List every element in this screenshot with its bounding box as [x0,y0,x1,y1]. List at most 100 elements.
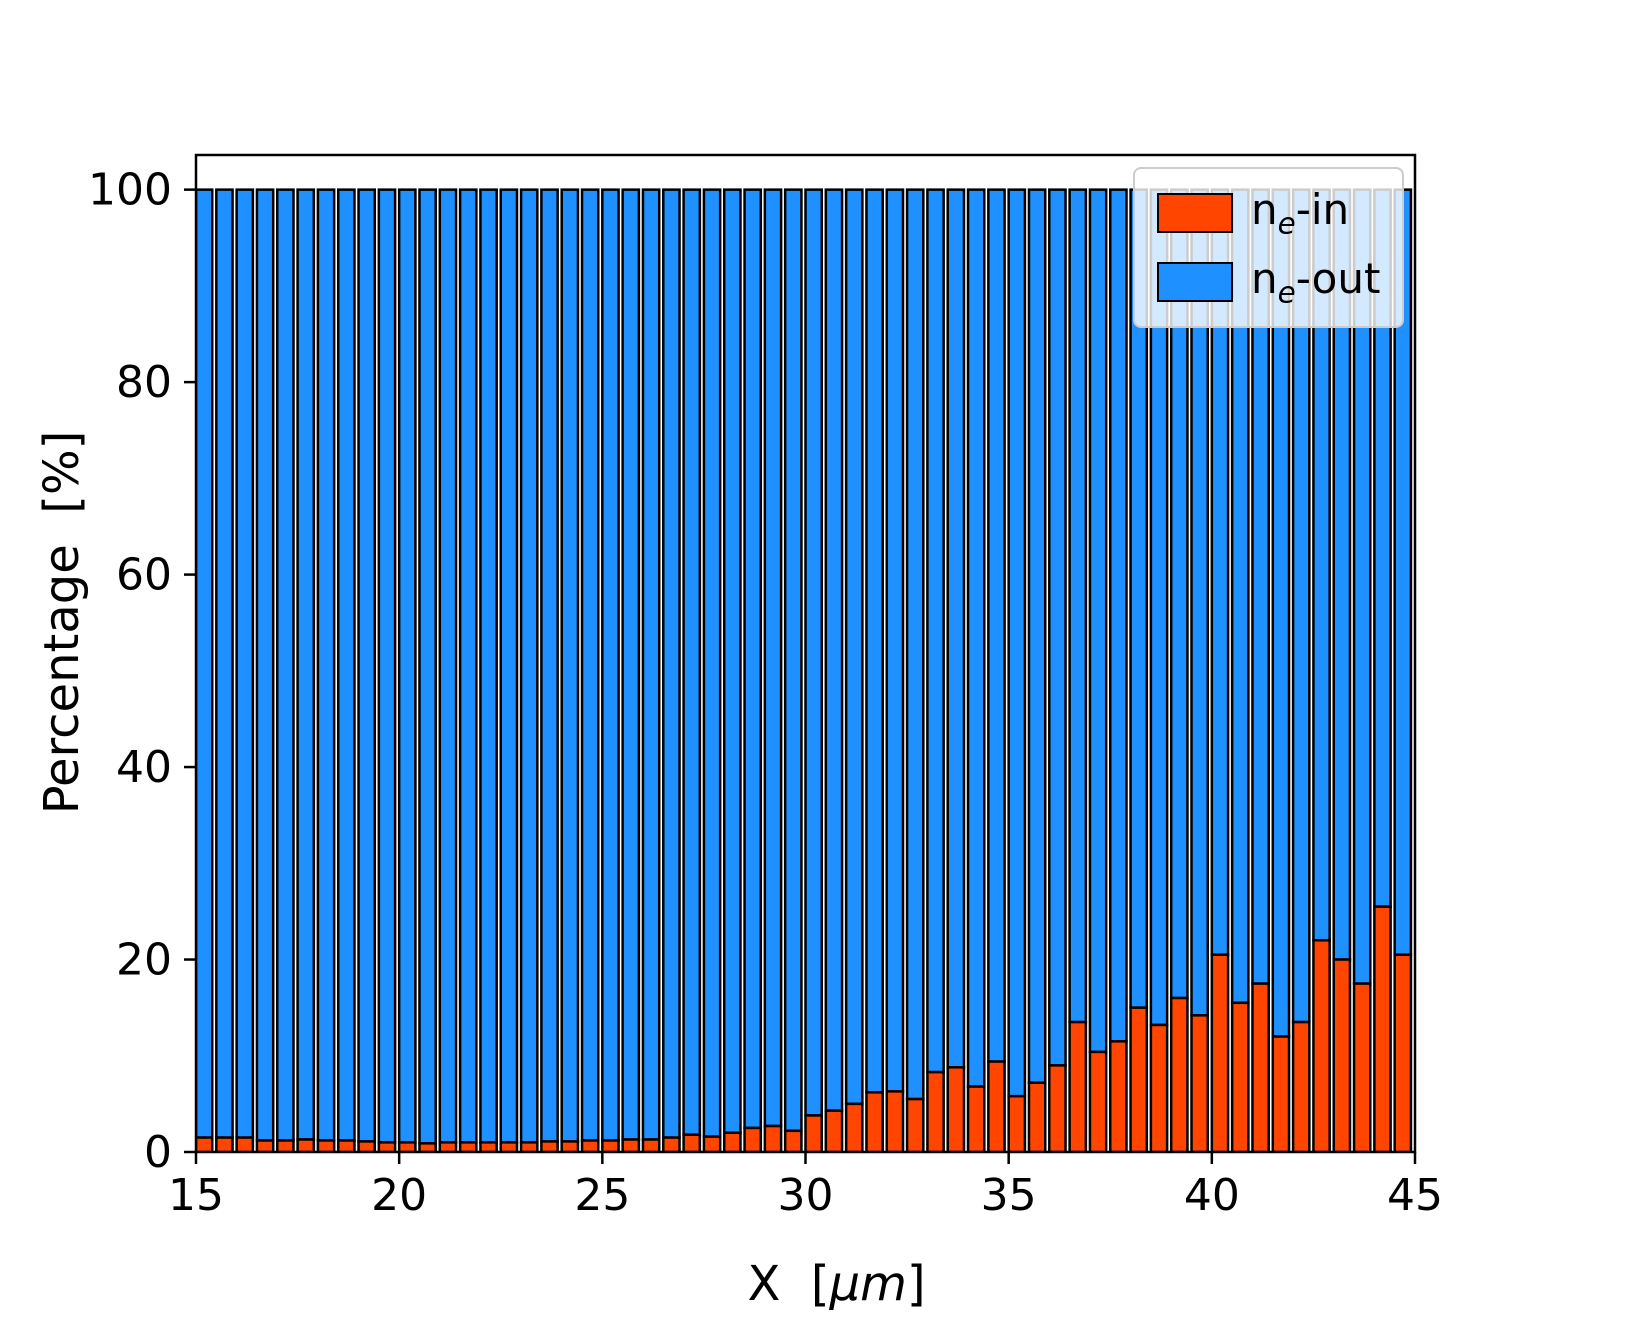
bar-segment-ne-out [844,188,864,1106]
x-tick-label: 15 [168,1170,224,1221]
x-tick-label: 45 [1387,1170,1443,1221]
bar-segment-ne-in [255,1139,275,1152]
bar-segment-ne-in [783,1129,803,1152]
y-tick-label: 60 [116,550,172,601]
bar-segment-ne-in [905,1097,925,1152]
bar-segment-ne-in [215,1136,234,1152]
bar-segment-ne-in [1088,1050,1108,1152]
bar-segment-ne-out [885,188,905,1093]
bar-segment-ne-in [1149,1023,1169,1152]
bar-segment-ne-in [1210,953,1230,1152]
bar-segment-ne-in [1007,1094,1027,1152]
bar-segment-ne-in [1373,905,1392,1152]
bar-segment-ne-out [1007,188,1027,1098]
bar-segment-ne-out [1109,188,1128,1043]
x-axis-label: X [µm] [686,1200,925,1344]
bar-segment-ne-in [946,1066,966,1152]
bars-group [196,188,1413,1152]
legend-entry-ne-out: ne-out [1157,254,1381,310]
bar-segment-ne-out [479,188,498,1144]
bar-segment-ne-in [276,1139,295,1152]
bar-segment-ne-in [438,1141,458,1152]
bar-segment-ne-out [804,188,824,1117]
bar-segment-ne-out [255,188,275,1142]
bar-segment-ne-in [1291,1020,1311,1152]
bar-segment-ne-out [235,188,255,1139]
bar-segment-ne-in [1027,1081,1047,1152]
bar-segment-ne-in [580,1139,600,1152]
bar-segment-ne-out [621,188,641,1141]
legend-swatch-ne-in [1157,192,1233,233]
bar-segment-ne-in [824,1109,844,1152]
bar-segment-ne-in [763,1124,783,1152]
bar-segment-ne-in [702,1135,722,1152]
x-axis-label-unit: µm [829,1256,907,1312]
bar-segment-ne-out [1088,188,1108,1054]
y-tick-label: 20 [116,935,172,986]
bar-segment-ne-in [1393,953,1413,1152]
bar-segment-ne-out [276,188,295,1142]
bar-segment-ne-out [763,188,783,1128]
y-tick-label: 80 [116,357,172,408]
y-axis-label: Percentage [%] [0,431,146,876]
bar-segment-ne-in [519,1141,539,1152]
bar-segment-ne-out [377,188,397,1144]
bar-segment-ne-in [804,1114,824,1152]
bar-segment-ne-out [1027,188,1047,1084]
bar-segment-ne-in [662,1136,681,1152]
bar-segment-ne-out [560,188,580,1143]
legend-entry-ne-in: ne-in [1157,185,1380,240]
bar-segment-ne-in [1109,1040,1128,1152]
bar-segment-ne-out [418,188,437,1145]
bar-segment-ne-out [1068,188,1088,1024]
bar-segment-ne-in [722,1131,742,1152]
bar-segment-ne-out [357,188,377,1143]
bar-segment-ne-in [641,1138,661,1152]
bar-segment-ne-out [662,188,681,1139]
x-axis-label-suffix: ] [906,1256,926,1312]
legend-swatch-ne-out [1157,262,1233,303]
bar-segment-ne-in [1251,982,1270,1152]
bar-segment-ne-out [743,188,763,1130]
bar-segment-ne-out [824,188,844,1112]
bar-segment-ne-in [844,1102,864,1152]
bar-segment-ne-out [540,188,559,1143]
bar-segment-ne-out [946,188,966,1069]
bar-segment-ne-out [702,188,722,1138]
bar-segment-ne-out [601,188,620,1142]
bar-segment-ne-in [479,1141,498,1152]
y-tick-label: 100 [88,165,172,216]
bar-segment-ne-out [722,188,742,1135]
legend: ne-in ne-out [1133,167,1405,328]
bar-segment-ne-in [316,1139,336,1152]
bar-segment-ne-out [865,188,884,1094]
x-axis-label-prefix: X [ [747,1256,830,1312]
x-tick-label: 35 [981,1170,1037,1221]
bar-segment-ne-out [580,188,600,1142]
bar-segment-ne-in [296,1138,316,1152]
bar-segment-ne-in [1312,939,1331,1152]
bar-segment-ne-out [499,188,519,1144]
bar-segment-ne-in [1230,1001,1250,1152]
bar-segment-ne-in [966,1085,986,1152]
bar-segment-ne-out [682,188,702,1136]
x-tick-label: 20 [371,1170,427,1221]
bar-segment-ne-out [296,188,316,1141]
legend-label-ne-in: ne-in [1251,185,1350,241]
bar-segment-ne-in [235,1136,255,1152]
bar-segment-ne-in [196,1136,214,1152]
bar-segment-ne-out [215,188,234,1139]
x-tick-label: 40 [1184,1170,1240,1221]
bar-segment-ne-in [458,1141,478,1152]
bar-segment-ne-in [1129,1006,1149,1152]
legend-label-ne-out: ne-out [1251,254,1381,310]
bar-segment-ne-in [336,1139,356,1152]
bar-segment-ne-in [499,1141,519,1152]
bar-segment-ne-out [641,188,661,1141]
bar-segment-ne-out [783,188,803,1133]
bar-segment-ne-in [560,1140,580,1152]
bar-segment-ne-out [336,188,356,1142]
y-axis-label-text: Percentage [%] [34,430,90,815]
bar-segment-ne-in [987,1060,1006,1152]
